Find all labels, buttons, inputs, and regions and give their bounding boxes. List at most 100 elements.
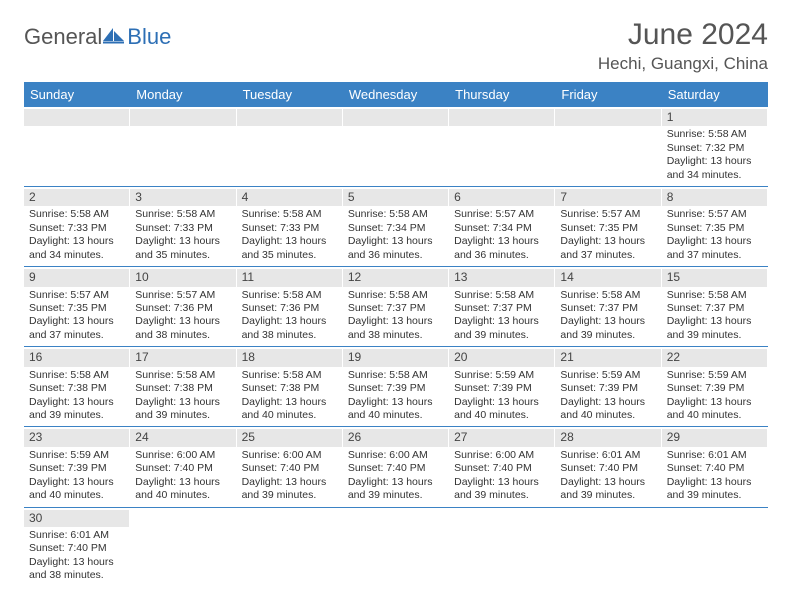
weekday-header: Wednesday (343, 82, 449, 107)
daylight-line: Daylight: 13 hours and 39 minutes. (348, 476, 443, 503)
sunrise-line: Sunrise: 5:58 AM (348, 208, 443, 221)
sunset-line: Sunset: 7:35 PM (29, 302, 124, 315)
sunset-line: Sunset: 7:37 PM (667, 302, 762, 315)
sunset-line: Sunset: 7:39 PM (454, 382, 549, 395)
day-number: 30 (24, 510, 129, 527)
day-number: 17 (130, 349, 235, 366)
calendar-cell: 4Sunrise: 5:58 AMSunset: 7:33 PMDaylight… (237, 187, 343, 266)
day-number: 13 (449, 269, 554, 286)
daylight-line: Daylight: 13 hours and 39 minutes. (29, 396, 124, 423)
daylight-line: Daylight: 13 hours and 39 minutes. (667, 476, 762, 503)
calendar-cell: 5Sunrise: 5:58 AMSunset: 7:34 PMDaylight… (343, 187, 449, 266)
sunrise-line: Sunrise: 5:58 AM (29, 208, 124, 221)
sunrise-line: Sunrise: 5:58 AM (135, 369, 230, 382)
day-number-empty (237, 109, 342, 126)
calendar-cell (343, 508, 449, 587)
daylight-line: Daylight: 13 hours and 35 minutes. (135, 235, 230, 262)
calendar-cell: 18Sunrise: 5:58 AMSunset: 7:38 PMDayligh… (237, 347, 343, 426)
day-number: 3 (130, 189, 235, 206)
calendar-cell (555, 107, 661, 186)
calendar-week: 23Sunrise: 5:59 AMSunset: 7:39 PMDayligh… (24, 427, 768, 507)
daylight-line: Daylight: 13 hours and 37 minutes. (560, 235, 655, 262)
day-number: 26 (343, 429, 448, 446)
sunrise-line: Sunrise: 5:59 AM (454, 369, 549, 382)
day-number: 6 (449, 189, 554, 206)
weekday-header: Saturday (662, 82, 768, 107)
day-number-empty (343, 109, 448, 126)
day-number: 5 (343, 189, 448, 206)
calendar-cell: 23Sunrise: 5:59 AMSunset: 7:39 PMDayligh… (24, 427, 130, 506)
day-number: 25 (237, 429, 342, 446)
sunset-line: Sunset: 7:40 PM (667, 462, 762, 475)
daylight-line: Daylight: 13 hours and 39 minutes. (560, 315, 655, 342)
sunrise-line: Sunrise: 5:58 AM (348, 369, 443, 382)
sunset-line: Sunset: 7:36 PM (242, 302, 337, 315)
sunrise-line: Sunrise: 5:57 AM (667, 208, 762, 221)
calendar-cell: 13Sunrise: 5:58 AMSunset: 7:37 PMDayligh… (449, 267, 555, 346)
weekday-header: Tuesday (237, 82, 343, 107)
location: Hechi, Guangxi, China (598, 54, 768, 74)
calendar: SundayMondayTuesdayWednesdayThursdayFrid… (24, 82, 768, 587)
daylight-line: Daylight: 13 hours and 38 minutes. (29, 556, 124, 583)
sunrise-line: Sunrise: 6:00 AM (242, 449, 337, 462)
daylight-line: Daylight: 13 hours and 40 minutes. (348, 396, 443, 423)
day-number: 18 (237, 349, 342, 366)
calendar-week: 1Sunrise: 5:58 AMSunset: 7:32 PMDaylight… (24, 107, 768, 187)
daylight-line: Daylight: 13 hours and 34 minutes. (667, 155, 762, 182)
calendar-cell: 1Sunrise: 5:58 AMSunset: 7:32 PMDaylight… (662, 107, 768, 186)
calendar-cell (237, 107, 343, 186)
calendar-cell: 22Sunrise: 5:59 AMSunset: 7:39 PMDayligh… (662, 347, 768, 426)
day-number: 10 (130, 269, 235, 286)
title-block: June 2024 Hechi, Guangxi, China (598, 18, 768, 74)
sunset-line: Sunset: 7:40 PM (348, 462, 443, 475)
day-number: 19 (343, 349, 448, 366)
calendar-week: 16Sunrise: 5:58 AMSunset: 7:38 PMDayligh… (24, 347, 768, 427)
sunrise-line: Sunrise: 6:01 AM (29, 529, 124, 542)
sunrise-line: Sunrise: 5:58 AM (242, 208, 337, 221)
calendar-cell: 3Sunrise: 5:58 AMSunset: 7:33 PMDaylight… (130, 187, 236, 266)
weekday-header-row: SundayMondayTuesdayWednesdayThursdayFrid… (24, 82, 768, 107)
calendar-cell: 7Sunrise: 5:57 AMSunset: 7:35 PMDaylight… (555, 187, 661, 266)
daylight-line: Daylight: 13 hours and 37 minutes. (667, 235, 762, 262)
calendar-cell: 26Sunrise: 6:00 AMSunset: 7:40 PMDayligh… (343, 427, 449, 506)
logo-text-blue: Blue (127, 24, 171, 50)
weekday-header: Monday (130, 82, 236, 107)
sunrise-line: Sunrise: 5:59 AM (667, 369, 762, 382)
calendar-cell: 9Sunrise: 5:57 AMSunset: 7:35 PMDaylight… (24, 267, 130, 346)
daylight-line: Daylight: 13 hours and 39 minutes. (667, 315, 762, 342)
sunset-line: Sunset: 7:37 PM (454, 302, 549, 315)
calendar-cell: 21Sunrise: 5:59 AMSunset: 7:39 PMDayligh… (555, 347, 661, 426)
calendar-cell (24, 107, 130, 186)
calendar-cell (555, 508, 661, 587)
daylight-line: Daylight: 13 hours and 34 minutes. (29, 235, 124, 262)
sunrise-line: Sunrise: 5:59 AM (560, 369, 655, 382)
sunset-line: Sunset: 7:38 PM (29, 382, 124, 395)
daylight-line: Daylight: 13 hours and 36 minutes. (454, 235, 549, 262)
sunrise-line: Sunrise: 6:01 AM (667, 449, 762, 462)
calendar-cell (130, 107, 236, 186)
calendar-cell (237, 508, 343, 587)
sunrise-line: Sunrise: 5:58 AM (242, 289, 337, 302)
sunset-line: Sunset: 7:39 PM (348, 382, 443, 395)
calendar-cell: 29Sunrise: 6:01 AMSunset: 7:40 PMDayligh… (662, 427, 768, 506)
day-number: 15 (662, 269, 767, 286)
sunset-line: Sunset: 7:33 PM (29, 222, 124, 235)
sunrise-line: Sunrise: 5:57 AM (135, 289, 230, 302)
header: General Blue June 2024 Hechi, Guangxi, C… (24, 18, 768, 74)
sunset-line: Sunset: 7:38 PM (135, 382, 230, 395)
calendar-cell (343, 107, 449, 186)
weekday-header: Thursday (449, 82, 555, 107)
calendar-cell (449, 107, 555, 186)
sunrise-line: Sunrise: 6:00 AM (454, 449, 549, 462)
daylight-line: Daylight: 13 hours and 39 minutes. (242, 476, 337, 503)
calendar-cell: 19 Sunrise: 5:58 AMSunset: 7:39 PMDayligh… (343, 347, 449, 426)
sunset-line: Sunset: 7:33 PM (242, 222, 337, 235)
daylight-line: Daylight: 13 hours and 38 minutes. (135, 315, 230, 342)
page-title: June 2024 (598, 18, 768, 52)
sunset-line: Sunset: 7:40 PM (454, 462, 549, 475)
sunset-line: Sunset: 7:39 PM (667, 382, 762, 395)
sunrise-line: Sunrise: 5:57 AM (454, 208, 549, 221)
sunset-line: Sunset: 7:36 PM (135, 302, 230, 315)
daylight-line: Daylight: 13 hours and 38 minutes. (242, 315, 337, 342)
sunrise-line: Sunrise: 5:58 AM (560, 289, 655, 302)
